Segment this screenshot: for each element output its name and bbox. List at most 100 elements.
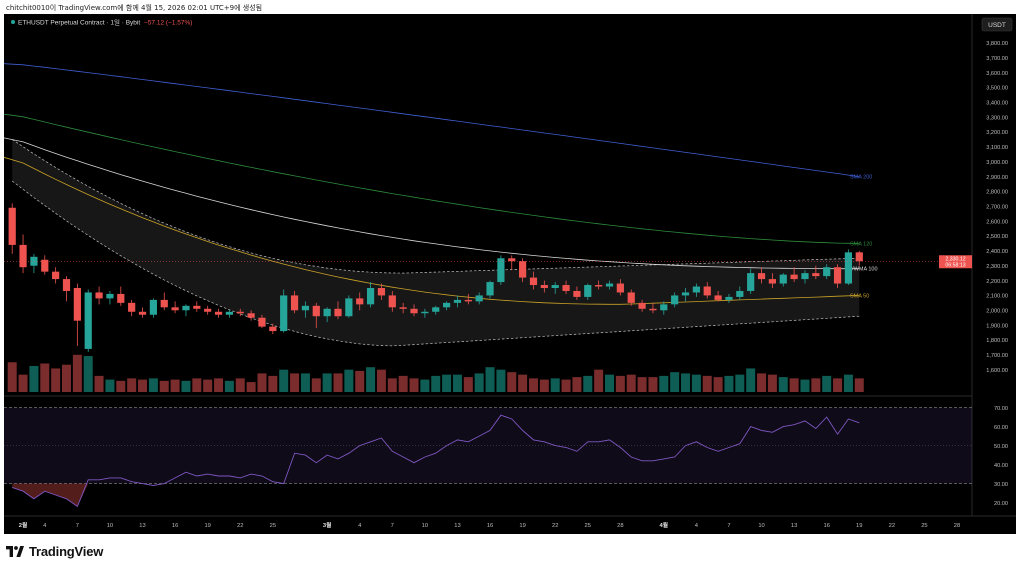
candle[interactable] — [52, 271, 60, 280]
candle[interactable] — [844, 252, 853, 284]
ma-line-sma-200[interactable] — [4, 63, 860, 177]
candle[interactable] — [486, 282, 494, 296]
candle[interactable] — [280, 295, 288, 332]
candle[interactable] — [236, 311, 244, 314]
candle[interactable] — [41, 259, 49, 272]
candle[interactable] — [649, 308, 657, 311]
time-tick-label: 13 — [139, 523, 145, 529]
candle[interactable] — [757, 273, 766, 280]
candle[interactable] — [681, 292, 690, 296]
chart-canvas[interactable]: SMA 200 SMA 120 VWMA 100 SMA 50 3,800.00 3,7… — [4, 14, 1016, 534]
candle[interactable] — [106, 293, 114, 299]
candle[interactable] — [768, 279, 776, 284]
candle[interactable] — [475, 295, 483, 302]
candle[interactable] — [540, 285, 548, 288]
candle[interactable] — [410, 308, 418, 314]
candle[interactable] — [660, 304, 668, 311]
candle[interactable] — [377, 288, 386, 296]
candle[interactable] — [30, 256, 38, 266]
candle[interactable] — [573, 290, 581, 297]
candle[interactable] — [464, 299, 472, 302]
last-price-badge[interactable] — [939, 255, 972, 269]
candle[interactable] — [95, 292, 103, 299]
candle[interactable] — [128, 302, 136, 312]
candle[interactable] — [269, 326, 277, 332]
candle[interactable] — [149, 299, 157, 315]
candle[interactable] — [855, 252, 863, 262]
candle[interactable] — [258, 317, 266, 327]
candle[interactable] — [605, 283, 614, 287]
candle[interactable] — [345, 298, 353, 317]
candle[interactable] — [312, 305, 320, 317]
rsi-tick-label: 50.00 — [994, 444, 1008, 450]
rsi-line[interactable] — [12, 414, 860, 508]
currency-badge[interactable]: USDT — [981, 17, 1013, 32]
candle[interactable] — [584, 285, 592, 297]
candle[interactable] — [562, 285, 570, 291]
candle[interactable] — [616, 283, 624, 293]
candle[interactable] — [508, 258, 516, 262]
candle[interactable] — [453, 299, 462, 303]
candle[interactable] — [725, 296, 733, 300]
candle[interactable] — [73, 288, 81, 321]
candle[interactable] — [779, 274, 787, 284]
candle[interactable] — [8, 207, 16, 245]
candle[interactable] — [595, 285, 603, 287]
candle[interactable] — [62, 279, 71, 291]
candle[interactable] — [432, 307, 440, 312]
candle[interactable] — [529, 277, 538, 286]
candle[interactable] — [356, 298, 364, 305]
candle[interactable] — [366, 288, 375, 305]
candlesticks[interactable] — [8, 203, 863, 352]
price-axis[interactable]: 3,800.00 3,700.00 3,600.00 3,500.00 3,400.00… — [4, 41, 1008, 374]
candle[interactable] — [214, 311, 223, 315]
candle[interactable] — [290, 295, 299, 311]
candle[interactable] — [812, 273, 820, 277]
rsi-panel[interactable]: 70.00 60.00 50.00 40.00 30.00 20.00 — [4, 406, 1008, 508]
candle[interactable] — [714, 295, 722, 300]
volume-bar — [116, 380, 126, 392]
candle[interactable] — [399, 307, 407, 309]
candle[interactable] — [182, 305, 190, 311]
volume-bar — [18, 374, 28, 392]
candle[interactable] — [692, 286, 700, 293]
candle[interactable] — [421, 311, 429, 314]
candle[interactable] — [138, 311, 147, 315]
candle[interactable] — [204, 308, 212, 312]
candle[interactable] — [171, 307, 179, 311]
candle[interactable] — [823, 267, 831, 277]
last-price-label: 2,330.12 — [945, 257, 965, 263]
candle[interactable] — [627, 292, 635, 303]
candle[interactable] — [247, 313, 255, 318]
candle[interactable] — [703, 286, 711, 296]
candle[interactable] — [638, 302, 646, 309]
candle[interactable] — [551, 285, 559, 288]
candle[interactable] — [833, 267, 842, 284]
candle[interactable] — [747, 273, 755, 291]
candle[interactable] — [19, 244, 27, 268]
symbol-title[interactable]: ETHUSDT Perpetual Contract · 1일 · Bybit — [18, 18, 140, 27]
candle[interactable] — [84, 292, 92, 349]
candle[interactable] — [671, 295, 679, 305]
candle[interactable] — [736, 290, 744, 297]
chart-panel[interactable]: SMA 200 SMA 120 VWMA 100 SMA 50 3,800.00 3,7… — [4, 14, 1016, 534]
candle[interactable] — [497, 258, 505, 283]
time-axis[interactable]: 2월 4 7 10 13 16 19 22 25 3월 4 7 10 13 16 19 22 25 28 4월 4 7 10… — [19, 521, 960, 529]
chart-legend: ETHUSDT Perpetual Contract · 1일 · Bybit … — [11, 18, 192, 27]
ma-line-vwma-100[interactable] — [4, 137, 860, 270]
ma-line-sma-120[interactable] — [4, 113, 860, 244]
candle[interactable] — [117, 293, 125, 303]
tradingview-logo-icon — [6, 545, 24, 557]
candle[interactable] — [301, 305, 310, 311]
candle[interactable] — [323, 308, 331, 317]
candle[interactable] — [519, 261, 527, 278]
candle[interactable] — [443, 302, 451, 308]
candle[interactable] — [193, 305, 201, 309]
candle[interactable] — [388, 295, 396, 308]
candle[interactable] — [334, 308, 342, 317]
volume-bar — [170, 379, 180, 392]
candle[interactable] — [160, 299, 168, 308]
candle[interactable] — [801, 273, 809, 280]
candle[interactable] — [225, 311, 233, 315]
candle[interactable] — [790, 274, 798, 280]
